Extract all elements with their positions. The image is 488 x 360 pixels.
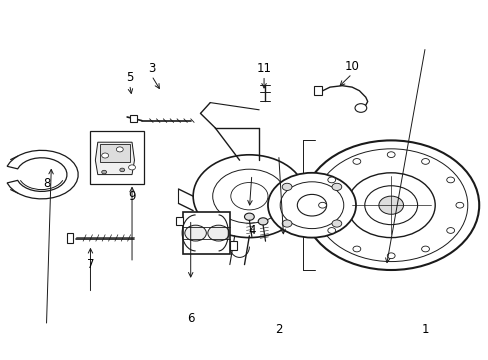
Circle shape (314, 149, 467, 262)
Circle shape (386, 152, 394, 158)
Text: 4: 4 (247, 224, 255, 237)
Polygon shape (95, 142, 134, 175)
Circle shape (421, 158, 428, 164)
Circle shape (354, 104, 366, 112)
Circle shape (184, 225, 206, 241)
Circle shape (421, 246, 428, 252)
Circle shape (386, 253, 394, 258)
Polygon shape (100, 144, 129, 162)
Text: 9: 9 (128, 190, 136, 203)
Circle shape (258, 218, 267, 225)
Polygon shape (313, 86, 321, 95)
Circle shape (116, 147, 123, 152)
Polygon shape (183, 212, 229, 254)
Circle shape (280, 182, 343, 229)
Circle shape (331, 220, 341, 227)
Text: 11: 11 (256, 62, 271, 75)
Polygon shape (129, 115, 137, 122)
Polygon shape (229, 242, 237, 250)
Polygon shape (67, 233, 73, 243)
Polygon shape (176, 217, 183, 225)
Circle shape (207, 225, 229, 241)
Circle shape (446, 228, 454, 233)
Bar (90, 131, 144, 184)
Circle shape (230, 183, 267, 210)
Circle shape (331, 183, 341, 190)
Circle shape (364, 186, 417, 225)
Text: 1: 1 (421, 323, 428, 336)
Polygon shape (7, 150, 78, 199)
Circle shape (297, 194, 326, 216)
Circle shape (212, 169, 285, 223)
Circle shape (352, 246, 360, 252)
Circle shape (455, 202, 463, 208)
Text: 10: 10 (344, 60, 359, 73)
Circle shape (282, 183, 291, 190)
Circle shape (128, 165, 135, 170)
Text: 7: 7 (86, 258, 94, 271)
Circle shape (327, 228, 335, 233)
Circle shape (318, 202, 326, 208)
Text: 2: 2 (274, 323, 282, 336)
Circle shape (244, 213, 254, 220)
Circle shape (327, 177, 335, 183)
Circle shape (352, 158, 360, 164)
Circle shape (193, 155, 305, 238)
Circle shape (346, 173, 434, 238)
Circle shape (378, 196, 403, 214)
Text: 5: 5 (125, 71, 133, 84)
Circle shape (446, 177, 454, 183)
Circle shape (303, 140, 478, 270)
Text: 3: 3 (147, 62, 155, 75)
Circle shape (282, 220, 291, 227)
Circle shape (267, 173, 355, 238)
Text: 8: 8 (42, 177, 50, 190)
Circle shape (102, 170, 106, 174)
Circle shape (102, 153, 108, 158)
Circle shape (120, 168, 124, 172)
Text: 6: 6 (186, 312, 194, 325)
